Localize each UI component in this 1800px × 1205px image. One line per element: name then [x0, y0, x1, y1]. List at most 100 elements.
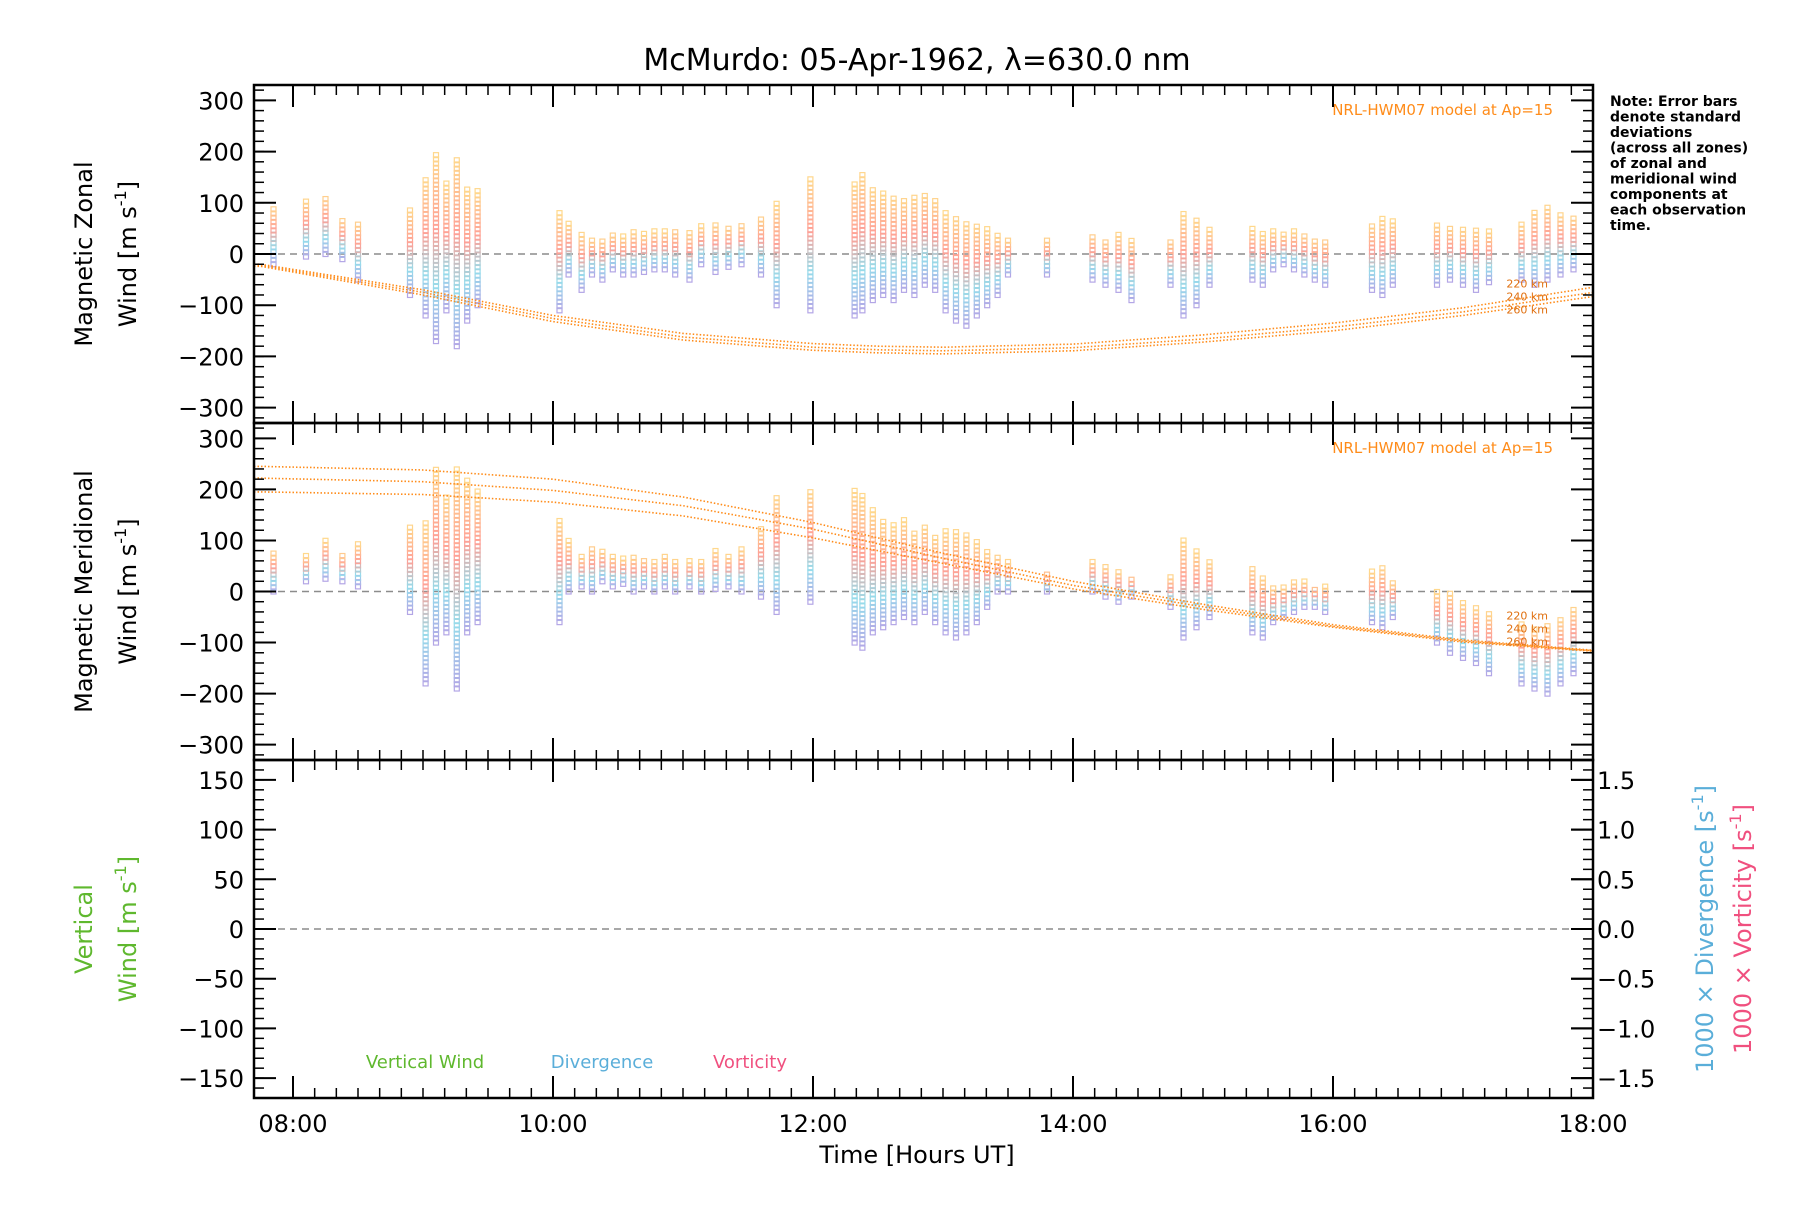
observation-marker [464, 507, 471, 514]
observation-marker [1368, 240, 1376, 247]
observation-marker [354, 541, 362, 548]
observation-marker [443, 544, 450, 552]
observation-marker [1544, 234, 1551, 241]
observation-marker [1089, 255, 1096, 262]
observation-marker [963, 595, 970, 602]
observation-marker [1379, 232, 1386, 239]
observation-marker [322, 562, 329, 570]
observation-marker [851, 308, 858, 315]
observation-marker [453, 668, 460, 675]
observation-marker [1485, 623, 1493, 630]
observation-marker [911, 576, 918, 584]
observation-marker [1544, 665, 1551, 672]
observation-marker [851, 189, 858, 197]
observation-marker [1518, 268, 1525, 275]
observation-marker [859, 589, 866, 597]
observation-marker [952, 592, 960, 599]
observation-marker [973, 274, 980, 281]
observation-marker [432, 253, 440, 260]
observation-marker [432, 312, 440, 319]
observation-marker [474, 280, 481, 288]
observation-marker [1368, 610, 1376, 617]
observation-marker [942, 264, 949, 272]
observation-marker [698, 252, 705, 259]
observation-marker [453, 660, 460, 667]
observation-marker [651, 257, 658, 265]
observation-marker [578, 278, 585, 285]
observation-marker [661, 232, 668, 239]
observation-marker [1206, 563, 1213, 570]
observation-marker [354, 545, 362, 552]
observation-marker [474, 530, 481, 537]
observation-marker [851, 261, 858, 268]
observation-marker [911, 619, 918, 626]
observation-marker [1004, 254, 1012, 261]
observation-marker [1259, 273, 1266, 280]
observation-marker [1004, 558, 1012, 566]
observation-marker [453, 605, 460, 612]
observation-marker [1180, 232, 1187, 239]
observation-marker [1301, 603, 1308, 610]
observation-marker [474, 200, 481, 207]
observation-marker [911, 258, 918, 265]
observation-marker [1180, 571, 1187, 578]
observation-marker [474, 242, 481, 250]
observation-marker [1167, 239, 1174, 246]
observation-marker [851, 601, 858, 608]
observation-marker [1379, 565, 1386, 572]
observation-marker [432, 542, 440, 549]
observation-marker [911, 530, 918, 537]
observation-marker [453, 330, 460, 337]
observation-marker [973, 619, 980, 626]
observation-marker [556, 564, 563, 571]
meridional-y-label-close: ] [114, 518, 142, 527]
observation-marker [807, 590, 814, 597]
observation-marker [1180, 579, 1187, 586]
observation-marker [973, 547, 980, 554]
observation-marker [869, 204, 876, 211]
observation-marker [984, 570, 991, 577]
observation-marker [1270, 232, 1277, 239]
observation-marker [942, 252, 949, 259]
observation-marker [578, 583, 585, 590]
observation-marker [474, 581, 481, 588]
observation-marker [900, 210, 908, 217]
observation-marker [453, 250, 460, 257]
observation-marker [1389, 609, 1396, 616]
observation-marker [1433, 226, 1441, 233]
observation-marker [1128, 275, 1135, 283]
observation-marker [1102, 576, 1109, 583]
observation-marker [556, 248, 563, 255]
observation-marker [932, 593, 939, 600]
observation-marker [630, 567, 637, 574]
observation-marker [1322, 243, 1329, 250]
observation-marker [1259, 592, 1266, 599]
observation-marker [630, 563, 637, 570]
observation-marker [859, 606, 866, 613]
observation-marker [900, 231, 908, 239]
observation-marker [1518, 633, 1525, 641]
observation-marker [578, 265, 585, 272]
observation-marker [890, 242, 897, 249]
observation-marker [651, 575, 658, 582]
observation-marker [869, 549, 876, 556]
observation-marker [1115, 261, 1122, 268]
observation-marker [880, 611, 887, 618]
observation-marker [807, 214, 814, 221]
observation-marker [880, 586, 887, 593]
y-tick-label: −300 [178, 395, 244, 423]
observation-marker [1089, 276, 1096, 283]
y-tick-label: 50 [213, 866, 244, 894]
observation-marker [1570, 627, 1577, 635]
observation-marker [443, 239, 450, 246]
observation-marker [932, 231, 939, 239]
observation-marker [453, 182, 460, 189]
observation-marker [422, 633, 429, 641]
observation-marker [859, 505, 866, 512]
observation-marker [1290, 249, 1298, 256]
observation-marker [474, 513, 481, 520]
observation-marker [1167, 247, 1174, 255]
observation-marker [1472, 626, 1480, 633]
observation-marker [1368, 257, 1376, 264]
observation-marker [1544, 263, 1551, 271]
